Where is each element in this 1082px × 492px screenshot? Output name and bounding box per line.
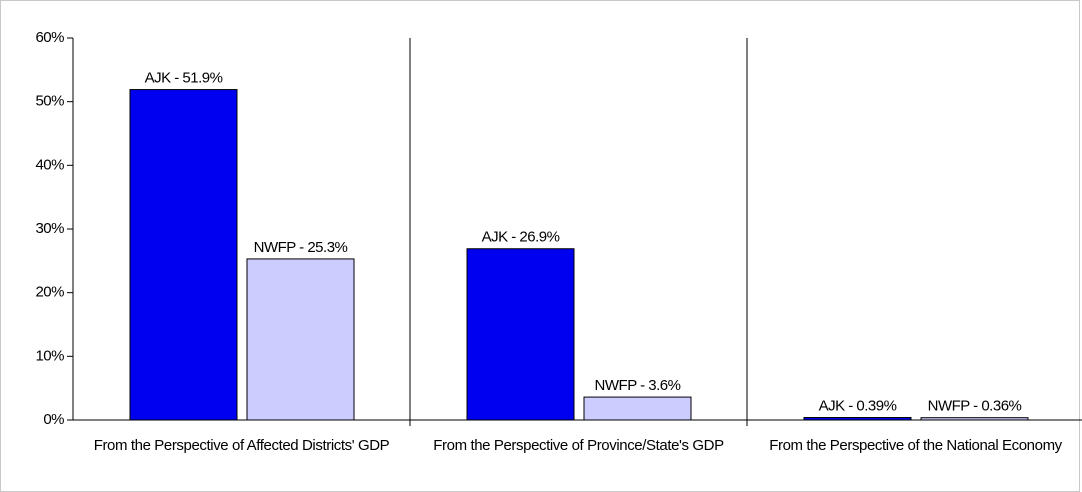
data-label: AJK - 26.9%: [482, 229, 560, 246]
bar: [920, 417, 1029, 421]
bar: [803, 417, 912, 421]
y-tick-label: 30%: [35, 220, 64, 237]
y-tick-label: 60%: [35, 29, 64, 46]
data-label: NWFP - 0.36%: [928, 398, 1022, 415]
y-tick-label: 40%: [35, 156, 64, 173]
data-label: AJK - 0.39%: [819, 397, 897, 414]
bar: [246, 258, 355, 421]
y-tick-label: 50%: [35, 93, 64, 110]
bar: [466, 248, 575, 421]
y-tick-label: 20%: [35, 284, 64, 301]
y-tick-label: 10%: [35, 347, 64, 364]
bar: [129, 89, 238, 421]
data-label: NWFP - 3.6%: [595, 377, 681, 394]
x-tick-label: From the Perspective of the National Eco…: [769, 437, 1062, 454]
data-label: NWFP - 25.3%: [254, 239, 348, 256]
bar: [583, 396, 692, 421]
data-label: AJK - 51.9%: [145, 70, 223, 87]
x-tick-label: From the Perspective of Affected Distric…: [93, 437, 390, 454]
x-tick-label: From the Perspective of Province/State's…: [433, 437, 724, 454]
y-tick-label: 0%: [43, 411, 64, 428]
